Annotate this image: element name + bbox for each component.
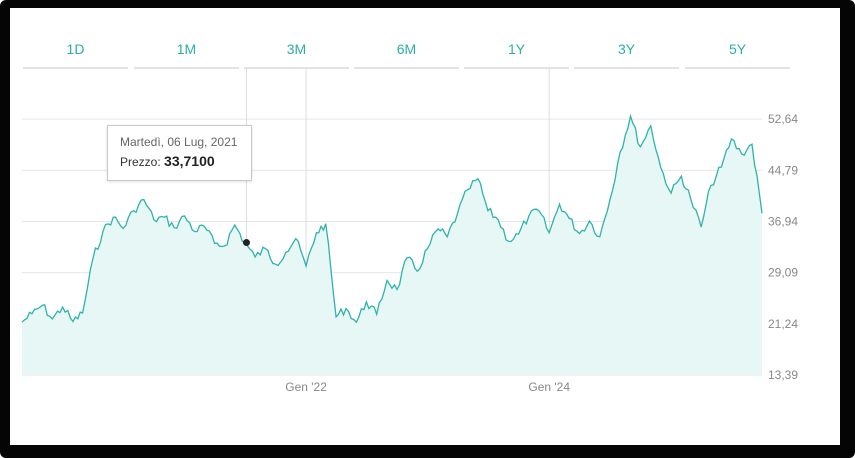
tab-5y[interactable]: 5Y bbox=[685, 38, 790, 69]
price-line bbox=[21, 113, 763, 324]
tab-1m[interactable]: 1M bbox=[134, 38, 239, 69]
y-tick-label: 52,64 bbox=[768, 112, 798, 126]
y-tick-label: 13,39 bbox=[768, 368, 798, 382]
tab-3m[interactable]: 3M bbox=[244, 38, 349, 69]
tooltip-price-row: Prezzo: 33,7100 bbox=[120, 152, 251, 171]
tab-3y[interactable]: 3Y bbox=[574, 38, 679, 69]
tooltip-date: Martedì, 06 Lug, 2021 bbox=[120, 135, 238, 149]
y-tick-label: 21,24 bbox=[768, 317, 798, 331]
tab-1y[interactable]: 1Y bbox=[464, 38, 569, 69]
tooltip-price-label: Prezzo: bbox=[120, 155, 161, 169]
y-tick-label: 44,79 bbox=[768, 163, 798, 177]
x-axis-labels: Gen '22 Gen '24 bbox=[285, 380, 570, 394]
x-tick-label: Gen '22 bbox=[285, 380, 327, 394]
tab-1d[interactable]: 1D bbox=[23, 38, 128, 69]
tooltip-price-value: 33,7100 bbox=[164, 153, 215, 169]
y-tick-label: 29,09 bbox=[768, 266, 798, 280]
price-area bbox=[22, 116, 762, 375]
tab-6m[interactable]: 6M bbox=[354, 38, 459, 69]
x-tick-label: Gen '24 bbox=[528, 380, 570, 394]
price-chart[interactable]: Gen '22 Gen '24 13,39 21,24 29,09 36,94 44,79… bbox=[10, 8, 840, 445]
y-axis-labels: 13,39 21,24 29,09 36,94 44,79 52,64 bbox=[768, 112, 798, 382]
chart-panel: 1D 1M 3M 6M 1Y 3Y 5Y Gen '22 Gen '24 13,3… bbox=[10, 8, 840, 445]
highlight-point bbox=[242, 239, 250, 247]
price-tooltip: Martedì, 06 Lug, 2021 Prezzo: 33,7100 bbox=[107, 125, 252, 181]
y-tick-label: 36,94 bbox=[768, 215, 798, 229]
range-tabs: 1D 1M 3M 6M 1Y 3Y 5Y bbox=[23, 38, 793, 69]
